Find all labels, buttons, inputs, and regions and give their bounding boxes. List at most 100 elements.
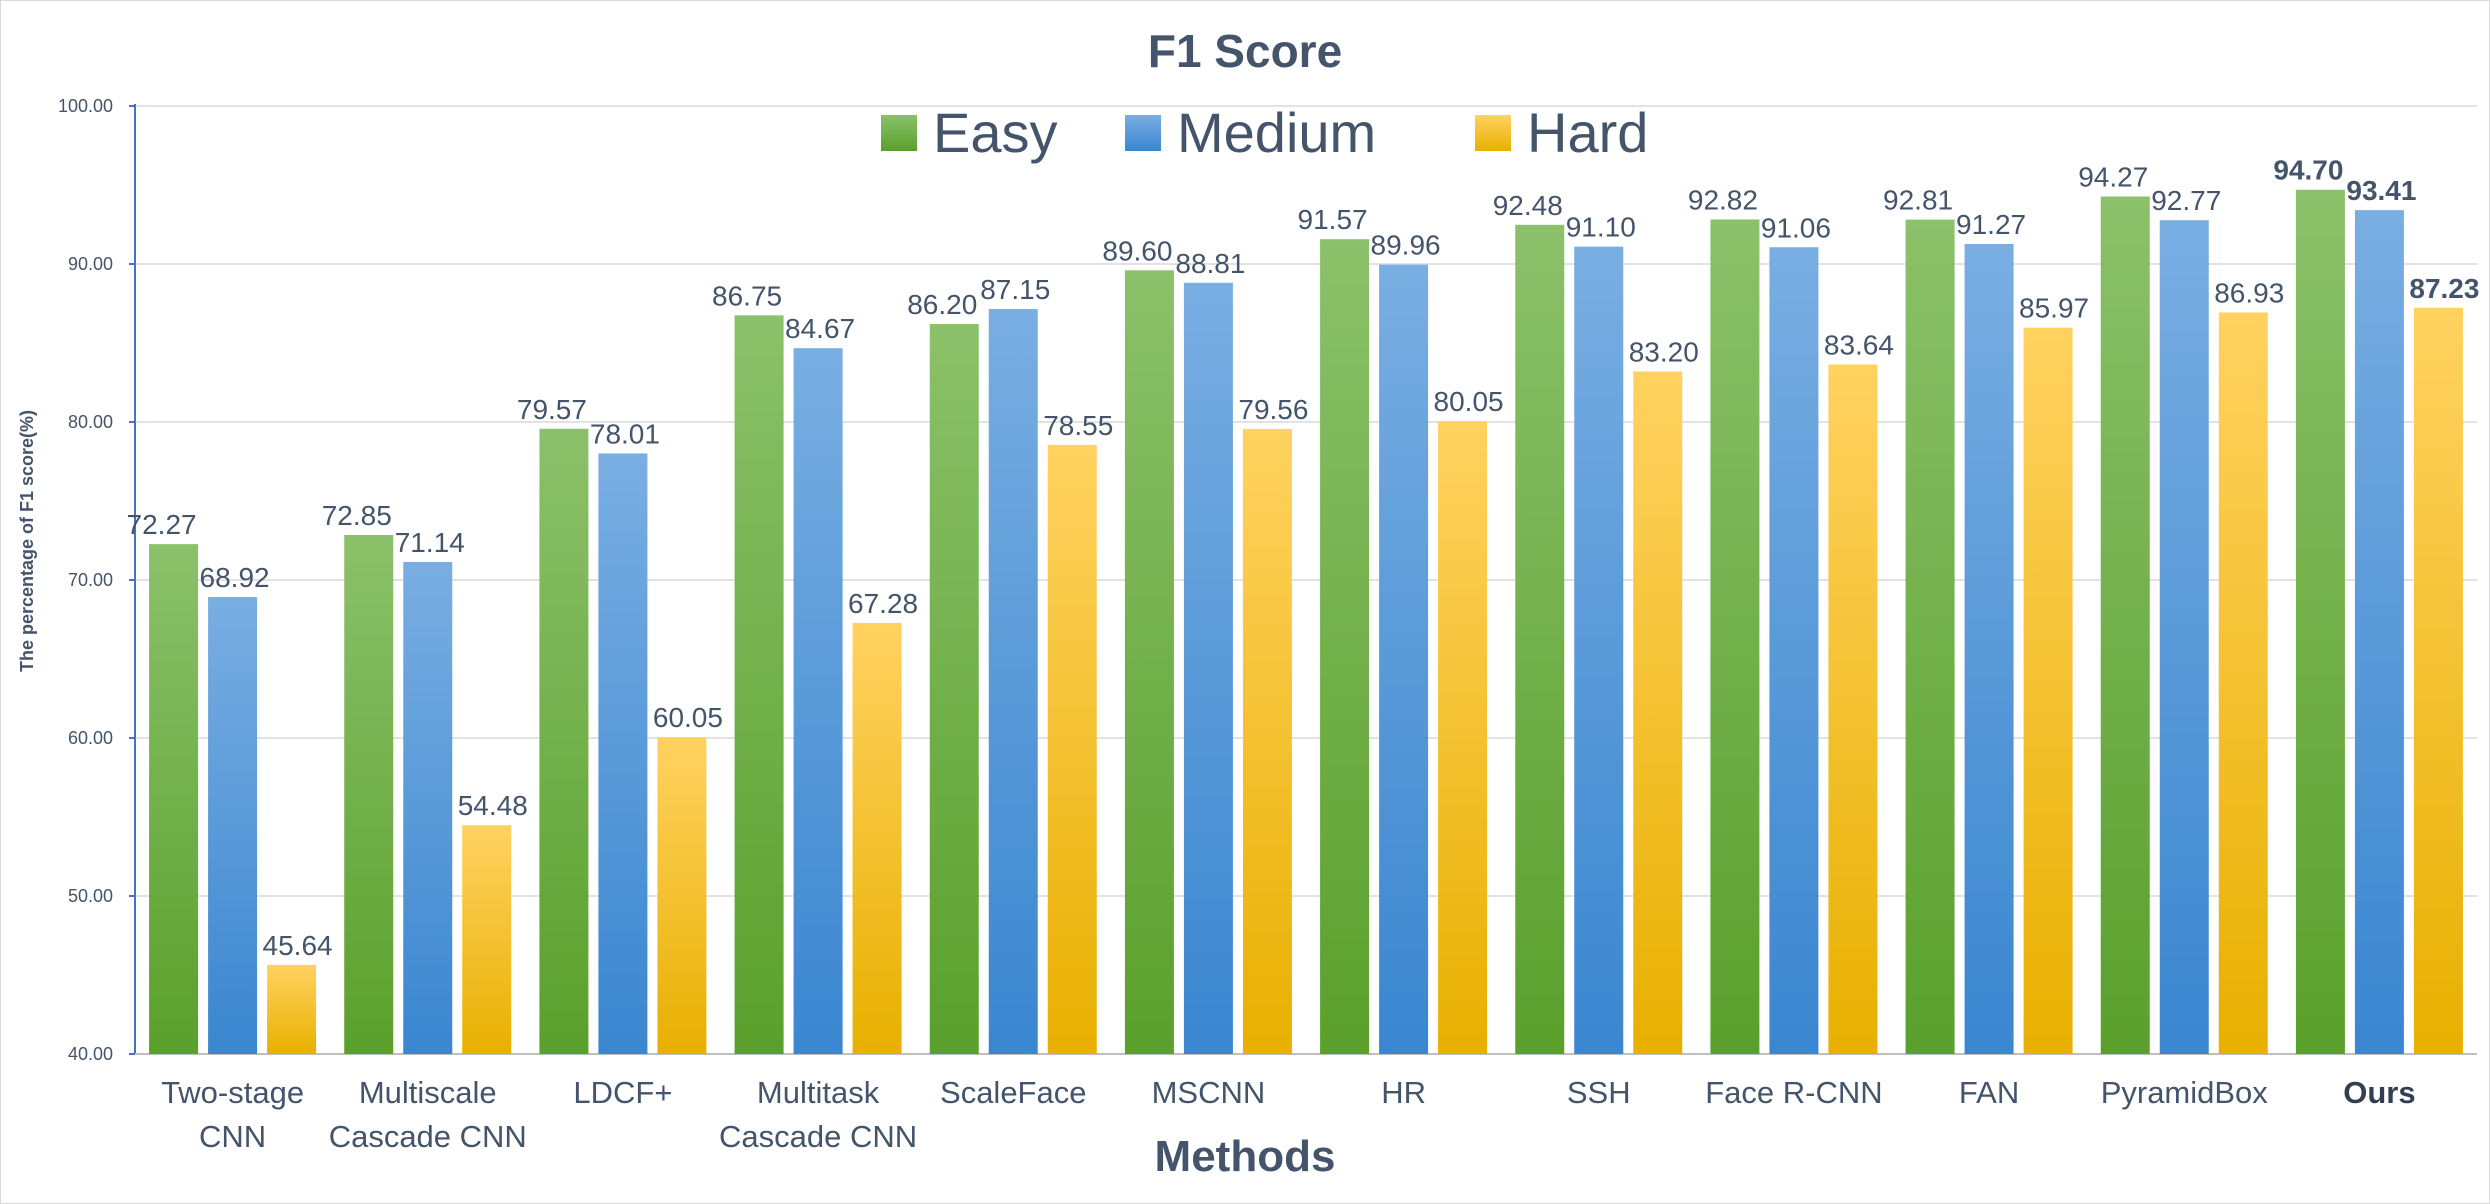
data-label-hard: 79.56: [1238, 394, 1308, 425]
data-label-medium: 71.14: [395, 527, 465, 558]
x-tick-label: LDCF+: [573, 1075, 672, 1110]
axes: [129, 104, 2477, 1055]
bar-hard: [462, 825, 512, 1054]
data-label-medium: 84.67: [785, 313, 855, 344]
data-label-medium: 91.06: [1761, 212, 1831, 243]
x-tick-label: HR: [1381, 1075, 1426, 1110]
data-label-hard: 83.20: [1629, 336, 1699, 367]
bar-medium: [598, 453, 648, 1054]
legend-swatch-easy: [881, 115, 917, 151]
data-label-medium: 89.96: [1371, 230, 1441, 261]
bar-medium: [208, 597, 258, 1054]
bar-easy: [1905, 219, 1955, 1055]
bar-hard: [2218, 312, 2268, 1055]
data-label-hard: 86.93: [2214, 278, 2284, 309]
bar-medium: [1183, 282, 1233, 1054]
bar-hard: [2023, 327, 2073, 1054]
bar-easy: [1515, 224, 1565, 1055]
legend-swatch-medium: [1125, 115, 1161, 151]
data-label-easy: 72.27: [127, 509, 197, 540]
bar-hard: [1828, 364, 1878, 1054]
x-tick-label: MSCNN: [1152, 1075, 1266, 1110]
data-label-hard: 85.97: [2019, 293, 2089, 324]
bar-medium: [2159, 220, 2209, 1054]
legend: Easy Medium Hard: [881, 101, 1648, 164]
data-label-easy: 79.57: [517, 394, 587, 425]
tick-labels: 40.00 50.00 60.00 70.00 80.00 90.00 100.00 Two-…: [58, 96, 2416, 1154]
x-tick-label: ScaleFace: [940, 1075, 1086, 1110]
data-label-easy: 72.85: [322, 500, 392, 531]
bar-medium: [1379, 264, 1429, 1055]
y-tick-label: 70.00: [68, 570, 113, 590]
bar-medium: [2354, 210, 2404, 1054]
data-label-easy: 92.81: [1883, 185, 1953, 216]
data-label-medium: 88.81: [1175, 248, 1245, 279]
bar-hard: [267, 964, 317, 1054]
data-label-medium: 92.77: [2151, 185, 2221, 216]
bar-hard: [657, 737, 707, 1054]
bar-easy: [344, 534, 394, 1054]
bar-hard: [852, 622, 902, 1054]
bar-easy: [149, 544, 199, 1054]
data-label-hard: 60.05: [653, 702, 723, 733]
x-tick-label: Two-stage: [161, 1075, 304, 1110]
data-label-easy: 94.70: [2273, 155, 2343, 186]
bar-easy: [1710, 219, 1760, 1055]
data-label-hard: 54.48: [458, 790, 528, 821]
x-tick-label: Cascade CNN: [329, 1119, 527, 1154]
bar-hard: [1242, 428, 1292, 1054]
legend-item-hard: Hard: [1475, 101, 1648, 164]
y-tick-label: 40.00: [68, 1044, 113, 1064]
y-tick-label: 100.00: [58, 96, 113, 116]
bar-easy: [2100, 196, 2150, 1054]
data-label-easy: 86.75: [712, 280, 782, 311]
y-tick-label: 90.00: [68, 254, 113, 274]
y-tick-label: 60.00: [68, 728, 113, 748]
y-axis-title: The percentage of F1 score(%): [17, 410, 37, 672]
bar-hard: [1438, 421, 1488, 1055]
data-label-hard: 83.64: [1824, 329, 1894, 360]
bar-medium: [1574, 246, 1624, 1054]
data-label-easy: 89.60: [1102, 235, 1172, 266]
x-tick-label: Ours: [2343, 1075, 2415, 1110]
legend-swatch-hard: [1475, 115, 1511, 151]
bars: [149, 189, 2463, 1055]
bar-medium: [1769, 247, 1819, 1054]
bar-easy: [2295, 189, 2345, 1055]
y-tick-label: 80.00: [68, 412, 113, 432]
x-tick-label: Multiscale: [359, 1075, 497, 1110]
data-label-hard: 80.05: [1434, 386, 1504, 417]
bar-easy: [929, 324, 979, 1054]
x-tick-label: FAN: [1959, 1075, 2019, 1110]
data-label-medium: 87.15: [980, 274, 1050, 305]
bar-easy: [1320, 239, 1370, 1055]
bar-hard: [1633, 371, 1683, 1054]
data-label-easy: 91.57: [1298, 204, 1368, 235]
x-tick-label: SSH: [1567, 1075, 1631, 1110]
x-axis-title: Methods: [1155, 1132, 1336, 1181]
bar-easy: [734, 315, 784, 1055]
legend-label-easy: Easy: [933, 101, 1058, 164]
bar-medium: [403, 561, 453, 1054]
data-label-medium: 93.41: [2346, 175, 2416, 206]
data-label-easy: 86.20: [907, 289, 977, 320]
legend-item-medium: Medium: [1125, 101, 1376, 164]
x-tick-label: PyramidBox: [2101, 1075, 2269, 1110]
bar-easy: [1124, 270, 1174, 1054]
chart-title: F1 Score: [1148, 25, 1342, 77]
data-label-hard: 45.64: [263, 930, 333, 961]
bar-medium: [988, 309, 1038, 1054]
bar-medium: [793, 348, 843, 1054]
data-label-easy: 94.27: [2078, 162, 2148, 193]
legend-label-medium: Medium: [1177, 101, 1376, 164]
data-label-medium: 91.27: [1956, 209, 2026, 240]
y-tick-label: 50.00: [68, 886, 113, 906]
bar-easy: [539, 428, 589, 1054]
legend-item-easy: Easy: [881, 101, 1058, 164]
bar-medium: [1964, 243, 2014, 1054]
data-label-easy: 92.82: [1688, 184, 1758, 215]
data-label-hard: 67.28: [848, 588, 918, 619]
legend-label-hard: Hard: [1527, 101, 1648, 164]
